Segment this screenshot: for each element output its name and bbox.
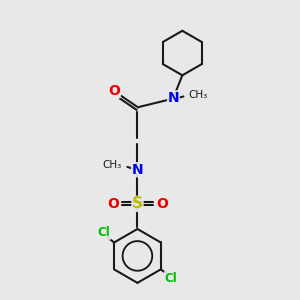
Text: CH₃: CH₃	[188, 90, 208, 100]
Text: O: O	[156, 197, 168, 211]
Text: Cl: Cl	[164, 272, 177, 285]
Text: Cl: Cl	[98, 226, 110, 239]
Text: S: S	[132, 196, 143, 211]
Text: N: N	[167, 91, 179, 105]
Text: CH₃: CH₃	[102, 160, 121, 170]
Text: O: O	[107, 197, 119, 211]
Text: O: O	[108, 84, 120, 98]
Text: N: N	[132, 163, 143, 177]
